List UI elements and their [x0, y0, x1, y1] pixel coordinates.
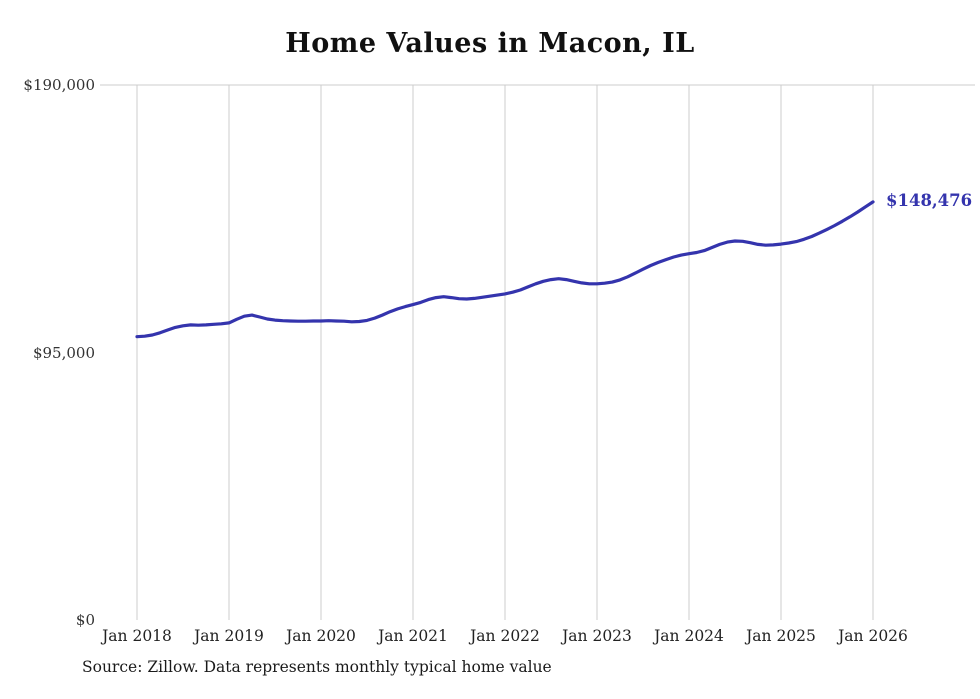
source-note: Source: Zillow. Data represents monthly … [82, 658, 552, 676]
y-tick-label: $95,000 [32, 343, 95, 362]
x-tick-label: Jan 2024 [654, 627, 724, 645]
x-tick-label: Jan 2018 [102, 627, 172, 645]
x-tick-label: Jan 2022 [470, 627, 540, 645]
x-tick-label: Jan 2023 [562, 627, 632, 645]
x-tick-label: Jan 2019 [194, 627, 264, 645]
x-tick-label: Jan 2021 [378, 627, 448, 645]
series-end-value-label: $148,476 [886, 190, 973, 210]
x-tick-label: Jan 2026 [838, 627, 908, 645]
x-tick-label: Jan 2025 [746, 627, 816, 645]
chart-title: Home Values in Macon, IL [285, 28, 695, 59]
home-value-line [135, 200, 875, 339]
y-tick-label: $0 [75, 611, 95, 629]
y-tick-label: $190,000 [23, 76, 95, 94]
x-tick-label: Jan 2020 [286, 627, 356, 645]
